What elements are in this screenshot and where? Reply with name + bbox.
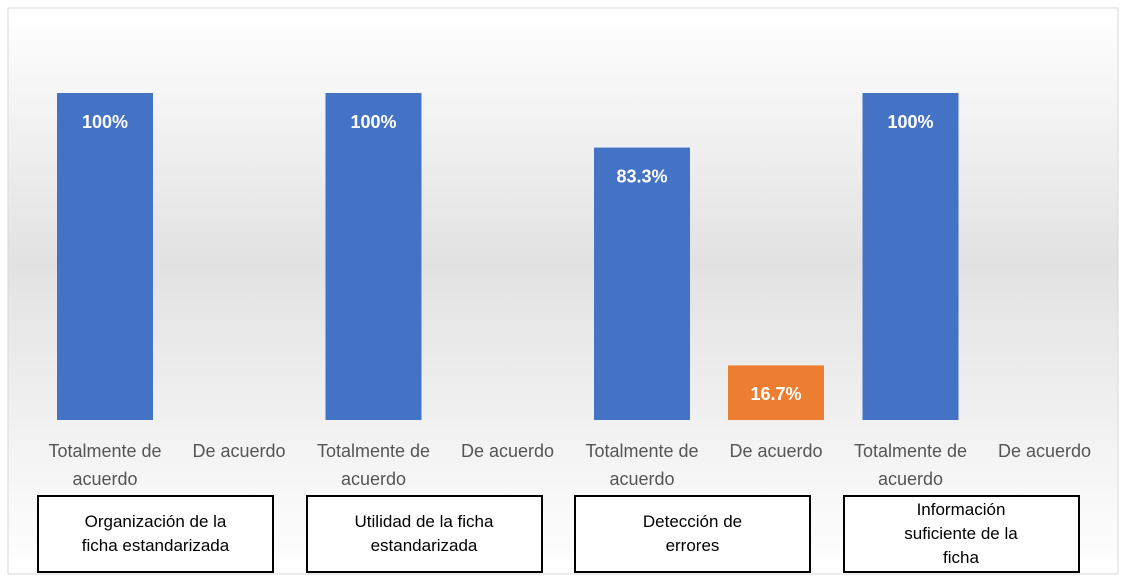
x-tick-label: De acuerdo bbox=[192, 441, 286, 461]
bar bbox=[728, 365, 824, 420]
value-label: 0% bbox=[1031, 439, 1057, 459]
value-label: 100% bbox=[82, 112, 128, 132]
value-label: 100% bbox=[350, 112, 396, 132]
x-tick-label: De acuerdo bbox=[997, 441, 1092, 461]
bar bbox=[57, 93, 153, 420]
x-tick-label: Totalmente de acuerdo bbox=[316, 441, 431, 489]
x-tick-label: De acuerdo bbox=[460, 441, 555, 461]
value-label: 100% bbox=[887, 112, 933, 132]
bar bbox=[862, 93, 959, 420]
group-label: Información suficiente de la ficha bbox=[842, 495, 1080, 573]
group-label: Utilidad de la ficha estandarizada bbox=[305, 495, 543, 573]
x-tick-label: Totalmente de acuerdo bbox=[853, 441, 968, 489]
value-label: 0% bbox=[226, 439, 252, 459]
value-label: 83.3% bbox=[616, 166, 667, 186]
group-label: Detección de errores bbox=[574, 495, 811, 573]
group-label: Organización de la ficha estandarizada bbox=[37, 495, 274, 573]
x-tick-label: Totalmente de acuerdo bbox=[48, 441, 162, 489]
x-tick-label: De acuerdo bbox=[729, 441, 823, 461]
bar bbox=[325, 93, 422, 420]
value-label: 16.7% bbox=[750, 384, 801, 404]
value-label: 0% bbox=[494, 439, 520, 459]
bar bbox=[594, 147, 690, 420]
x-tick-label: Totalmente de acuerdo bbox=[585, 441, 699, 489]
